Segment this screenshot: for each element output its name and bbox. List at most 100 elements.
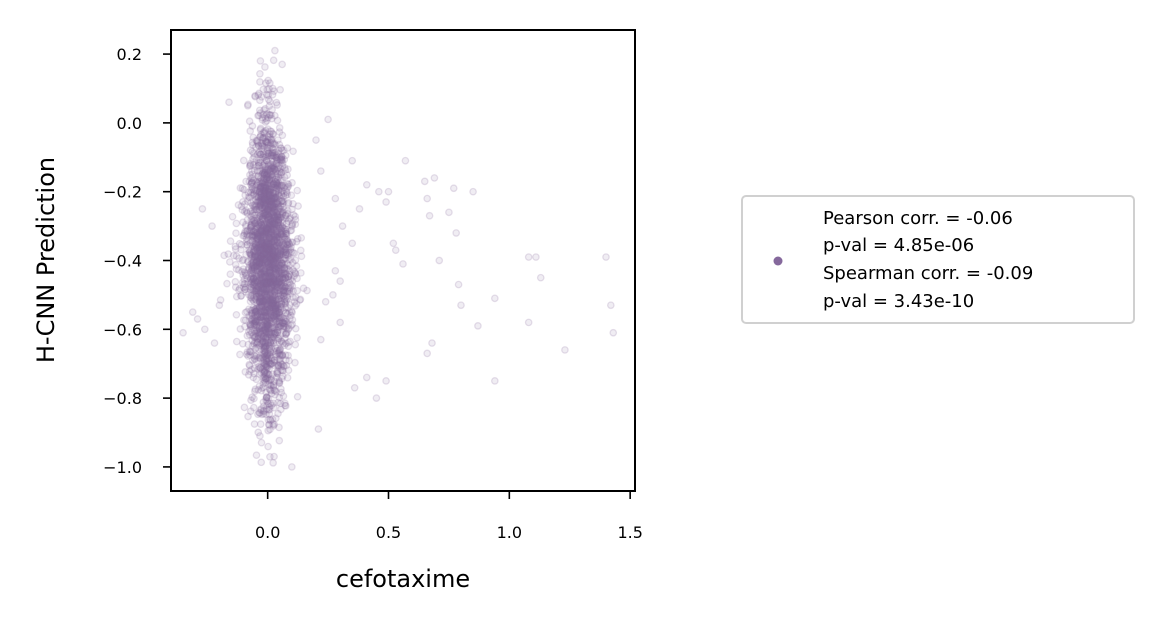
scatter-point [265,187,274,195]
scatter-point [265,242,273,250]
scatter-point [266,330,275,339]
scatter-point [254,318,263,326]
scatter-point [316,335,325,344]
scatter-point [282,248,291,257]
scatter-point [270,275,278,284]
scatter-point [239,255,248,264]
scatter-point [275,278,284,286]
scatter-point [193,315,202,323]
scatter-point [251,92,259,101]
scatter-point [280,264,289,272]
scatter-point [282,317,291,326]
scatter-point [270,206,278,214]
scatter-point [244,257,252,266]
scatter-point [253,137,261,146]
scatter-point [266,242,275,251]
scatter-point [258,312,267,321]
scatter-point [263,213,271,222]
scatter-point [267,376,275,384]
scatter-point [255,318,264,326]
scatter-point [284,255,293,264]
scatter-point [257,264,266,272]
scatter-point [321,297,330,306]
scatter-point [249,227,258,236]
scatter-point [265,177,273,185]
scatter-point [250,287,258,295]
scatter-point [279,256,288,264]
scatter-point [249,258,257,266]
scatter-point [254,177,263,186]
scatter-point [253,198,262,207]
scatter-point [252,229,260,237]
scatter-point [260,211,269,220]
scatter-point [294,202,302,210]
scatter-point [268,192,277,200]
scatter-point [267,260,275,269]
scatter-point [250,274,258,283]
scatter-point [289,147,297,156]
scatter-point [257,334,266,342]
scatter-point [272,192,281,201]
scatter-point [299,284,308,293]
scatter-point [288,238,297,247]
scatter-point [275,393,284,402]
scatter-point [257,313,265,321]
scatter-point [250,333,259,342]
scatter-point [261,325,270,334]
scatter-point [454,280,463,289]
scatter-point [259,182,268,191]
scatter-point [269,257,278,266]
scatter-point [249,233,258,241]
scatter-point [259,267,268,276]
scatter-point [293,234,302,243]
scatter-point [279,203,287,212]
scatter-point [254,243,263,252]
scatter-point [268,280,277,289]
scatter-point [270,248,278,257]
scatter-point [561,346,569,354]
scatter-point [269,274,278,283]
scatter-point [264,226,272,234]
scatter-point [269,252,278,261]
scatter-point [268,260,277,268]
scatter-point [257,193,266,201]
scatter-point [248,275,257,284]
scatter-point [291,340,300,349]
scatter-point [243,197,252,206]
scatter-point [256,273,265,282]
scatter-point [277,197,286,206]
scatter-point [257,262,265,271]
scatter-point [266,376,274,384]
scatter-point [264,416,273,424]
scatter-point [262,355,271,364]
scatter-point [226,270,235,279]
scatter-point [336,318,345,327]
scatter-points [179,46,618,471]
scatter-point [261,126,270,135]
scatter-point [266,280,275,289]
scatter-point [253,251,262,260]
scatter-point [266,338,275,347]
scatter-point [274,398,282,407]
scatter-point [260,181,268,190]
scatter-point [267,200,276,209]
scatter-point [382,198,390,206]
scatter-point [253,230,262,239]
scatter-point [260,186,268,194]
x-tick-label: 1.0 [497,523,522,542]
scatter-point [253,179,262,188]
scatter-point [291,256,300,265]
scatter-point [243,241,251,249]
scatter-point [362,180,371,189]
scatter-point [269,204,277,212]
scatter-point [374,187,383,196]
scatter-point [276,277,284,286]
scatter-point [490,294,499,303]
scatter-point [263,317,272,326]
scatter-point [272,414,280,423]
scatter-point [276,246,285,255]
scatter-point [277,256,285,264]
scatter-point [270,288,279,296]
scatter-point [266,134,275,143]
scatter-point [272,301,280,310]
